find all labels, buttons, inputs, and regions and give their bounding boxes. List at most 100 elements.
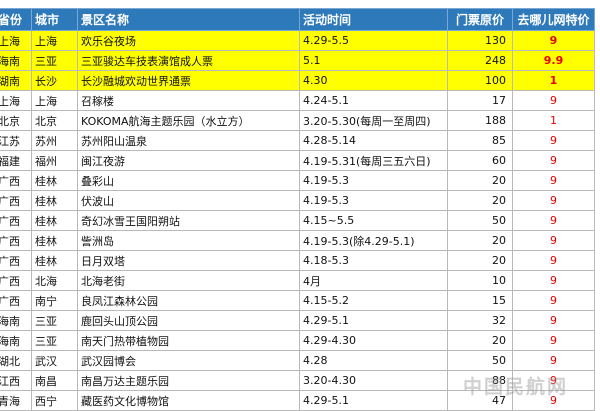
cell-special-price: 9 [512,30,595,51]
cell-special-price: 9 [512,290,595,311]
cell-special-price: 9.9 [512,50,595,71]
cell-activity-time: 4.29-5.5 [299,30,448,51]
cell-province: 广西 [0,190,32,211]
cell-original-price: 20 [447,250,513,271]
cell-province: 福建 [0,150,32,171]
header-scenic-name: 景区名称 [77,8,300,31]
cell-city: 上海 [31,30,78,51]
cell-province: 江西 [0,370,32,391]
cell-special-price: 1 [512,70,595,91]
table-row: 海南 三亚 三亚骏达车技表演馆成人票 5.1 248 9.9 [0,50,595,71]
cell-special-price: 9 [512,330,595,351]
cell-special-price: 9 [512,130,595,151]
cell-city: 北海 [31,270,78,291]
cell-scenic-name: 武汉园博会 [77,350,300,371]
cell-special-price: 9 [512,230,595,251]
cell-activity-time: 4.15-5.2 [299,290,448,311]
cell-scenic-name: 闽江夜游 [77,150,300,171]
cell-province: 青海 [0,390,32,411]
cell-province: 广西 [0,230,32,251]
cell-original-price: 17 [447,90,513,111]
cell-special-price: 9 [512,190,595,211]
cell-original-price: 20 [447,170,513,191]
table-body: 上海 上海 欢乐谷夜场 4.29-5.5 130 9 海南 三亚 三亚骏达车技表演馆成人票 5.1… [0,30,595,411]
cell-province: 海南 [0,50,32,71]
cell-scenic-name: KOKOMA航海主题乐园（水立方） [77,110,300,131]
table-row: 湖南 长沙 长沙融城欢动世界通票 4.30 100 1 [0,70,595,91]
cell-province: 广西 [0,210,32,231]
table-row: 海南 三亚 南天门热带植物园 4.29-4.30 20 9 [0,330,595,351]
cell-special-price: 9 [512,90,595,111]
table-row: 福建 福州 闽江夜游 4.19-5.31(每周三五六日) 60 9 [0,150,595,171]
cell-province: 上海 [0,30,32,51]
cell-activity-time: 4.19-5.3 [299,190,448,211]
cell-city: 桂林 [31,190,78,211]
cell-province: 海南 [0,330,32,351]
header-original-price: 门票原价 [447,8,513,31]
cell-scenic-name: 伏波山 [77,190,300,211]
cell-original-price: 10 [447,270,513,291]
cell-scenic-name: 长沙融城欢动世界通票 [77,70,300,91]
cell-original-price: 20 [447,190,513,211]
cell-city: 苏州 [31,130,78,151]
cell-activity-time: 4.28-5.14 [299,130,448,151]
cell-province: 江苏 [0,130,32,151]
header-province: 省份 [0,8,32,31]
cell-activity-time: 4月 [299,270,448,291]
header-activity-time: 活动时间 [299,8,448,31]
cell-activity-time: 4.29-4.30 [299,330,448,351]
cell-special-price: 9 [512,270,595,291]
cell-scenic-name: 叠彩山 [77,170,300,191]
cell-activity-time: 4.19-5.31(每周三五六日) [299,150,448,171]
cell-city: 桂林 [31,210,78,231]
cell-special-price: 9 [512,350,595,371]
cell-province: 广西 [0,270,32,291]
cell-province: 湖北 [0,350,32,371]
table-row: 广西 南宁 良凤江森林公园 4.15-5.2 15 9 [0,290,595,311]
cell-city: 南宁 [31,290,78,311]
cell-city: 三亚 [31,330,78,351]
table-row: 北京 北京 KOKOMA航海主题乐园（水立方） 3.20-5.30(每周一至周四) 18… [0,110,595,131]
cell-original-price: 50 [447,210,513,231]
cell-scenic-name: 藏医药文化博物馆 [77,390,300,411]
cell-activity-time: 4.19-5.3 [299,170,448,191]
cell-city: 西宁 [31,390,78,411]
cell-scenic-name: 訾洲岛 [77,230,300,251]
cell-original-price: 32 [447,310,513,331]
cell-activity-time: 3.20-5.30(每周一至周四) [299,110,448,131]
table-row: 广西 桂林 日月双塔 4.18-5.3 20 9 [0,250,595,271]
cell-activity-time: 4.29-5.1 [299,390,448,411]
cell-special-price: 9 [512,210,595,231]
cell-province: 广西 [0,170,32,191]
cell-special-price: 9 [512,150,595,171]
cell-city: 桂林 [31,230,78,251]
ticket-deal-table: 省份 城市 景区名称 活动时间 门票原价 去哪儿网特价 上海 上海 欢乐谷夜场 4.2… [0,8,595,411]
cell-original-price: 188 [447,110,513,131]
table-row: 广西 桂林 奇幻冰雪王国阳朔站 4.15~5.5 50 9 [0,210,595,231]
cell-city: 三亚 [31,310,78,331]
table-row: 海南 三亚 鹿回头山顶公园 4.29-5.1 32 9 [0,310,595,331]
header-special-price: 去哪儿网特价 [512,8,595,31]
cell-province: 广西 [0,290,32,311]
cell-scenic-name: 奇幻冰雪王国阳朔站 [77,210,300,231]
table-row: 广西 桂林 伏波山 4.19-5.3 20 9 [0,190,595,211]
cell-city: 长沙 [31,70,78,91]
cell-activity-time: 4.29-5.1 [299,310,448,331]
cell-city: 福州 [31,150,78,171]
table-row: 江苏 苏州 苏州阳山温泉 4.28-5.14 85 9 [0,130,595,151]
header-city: 城市 [31,8,78,31]
cell-activity-time: 4.24-5.1 [299,90,448,111]
cell-scenic-name: 日月双塔 [77,250,300,271]
table-row: 广西 北海 北海老街 4月 10 9 [0,270,595,291]
watermark: 中国民航网 [462,376,568,398]
cell-original-price: 60 [447,150,513,171]
cell-special-price: 9 [512,250,595,271]
table-row: 广西 桂林 訾洲岛 4.19-5.3(除4.29-5.1) 20 9 [0,230,595,251]
header-row: 省份 城市 景区名称 活动时间 门票原价 去哪儿网特价 [0,8,595,31]
cell-scenic-name: 南昌万达主题乐园 [77,370,300,391]
table-row: 上海 上海 欢乐谷夜场 4.29-5.5 130 9 [0,30,595,51]
cell-scenic-name: 苏州阳山温泉 [77,130,300,151]
cell-activity-time: 5.1 [299,50,448,71]
cell-original-price: 100 [447,70,513,91]
cell-special-price: 9 [512,310,595,331]
